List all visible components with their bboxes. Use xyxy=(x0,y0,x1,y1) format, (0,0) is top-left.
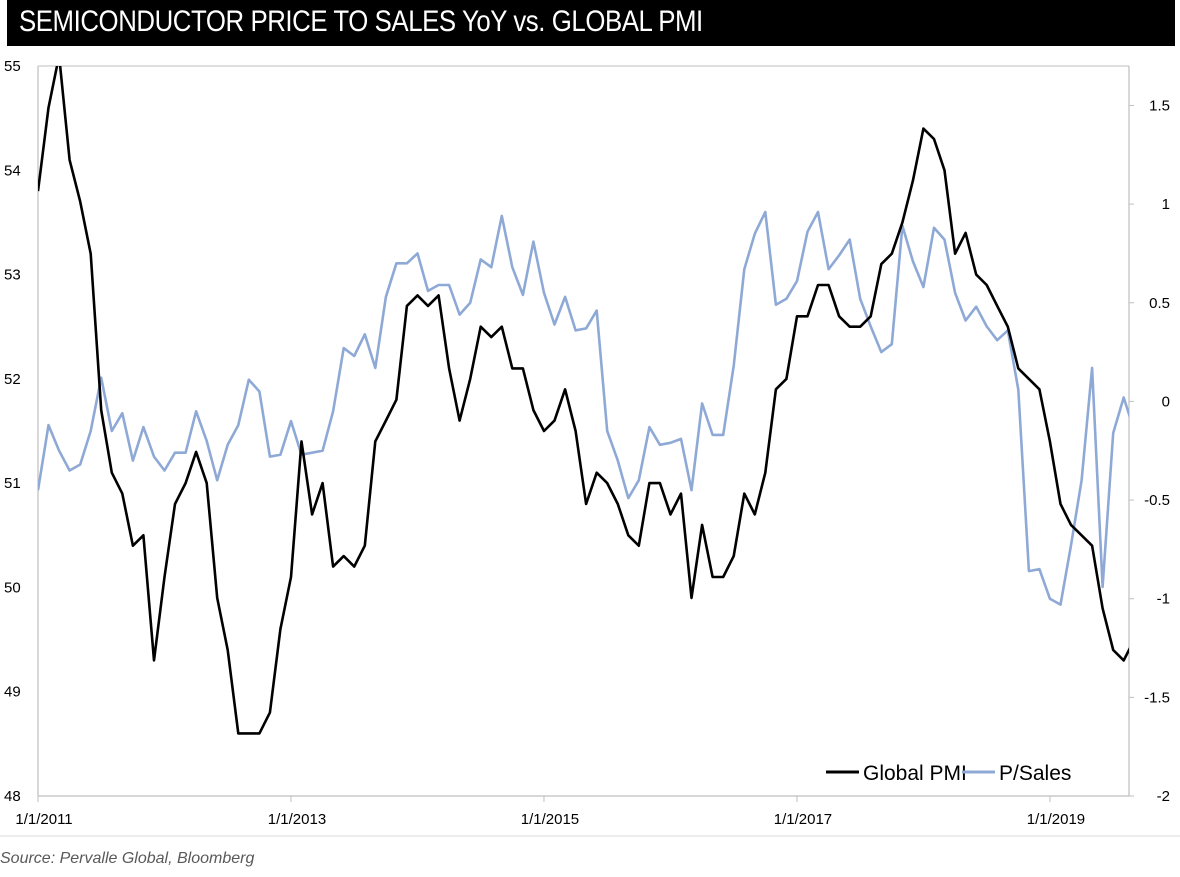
left-tick-label: 52 xyxy=(4,371,21,388)
legend-label-psales: P/Sales xyxy=(999,762,1071,785)
x-tick-label: 1/1/2017 xyxy=(774,811,832,828)
x-tick-label: 1/1/2011 xyxy=(15,811,72,828)
left-tick-label: 48 xyxy=(4,788,21,805)
right-tick-label: 1.5 xyxy=(1149,97,1170,114)
legend-label-pmi: Global PMI xyxy=(863,762,967,785)
right-tick-label: -0.5 xyxy=(1144,492,1170,509)
legend: Global PMI P/Sales xyxy=(826,762,1071,785)
x-tick-label: 1/1/2013 xyxy=(268,811,326,828)
left-tick-label: 50 xyxy=(4,579,21,596)
chart-title: SEMICONDUCTOR PRICE TO SALES YoY vs. GLO… xyxy=(19,5,703,38)
source-note: Source: Pervalle Global, Bloomberg xyxy=(0,850,255,867)
title-bar: SEMICONDUCTOR PRICE TO SALES YoY vs. GLO… xyxy=(7,0,1175,46)
series-lines xyxy=(38,66,1129,735)
right-tick-label: 0 xyxy=(1162,393,1170,410)
right-tick-label: 1 xyxy=(1162,196,1170,213)
tick-labels: 48 49 50 51 52 53 54 55 -2 -1.5 -1 -0.5 0 0.5 1 1.5 1/1/… xyxy=(4,58,1170,828)
left-tick-label: 55 xyxy=(4,58,21,75)
chart: 48 49 50 51 52 53 54 55 -2 -1.5 -1 -0.5 0 0.5 1 1.5 1/1/… xyxy=(0,58,1180,837)
left-tick-label: 49 xyxy=(4,684,21,701)
x-tick-label: 1/1/2019 xyxy=(1027,811,1085,828)
right-tick-label: -1.5 xyxy=(1144,689,1170,706)
right-tick-label: -1 xyxy=(1157,591,1170,608)
x-tick-label: 1/1/2015 xyxy=(521,811,579,828)
right-tick-label: 0.5 xyxy=(1149,295,1170,312)
left-tick-label: 51 xyxy=(4,475,21,492)
right-tick-label: -2 xyxy=(1157,788,1170,805)
psales-line xyxy=(38,210,1129,606)
left-tick-label: 54 xyxy=(4,162,21,179)
left-tick-label: 53 xyxy=(4,267,21,284)
global-pmi-line xyxy=(38,66,1129,735)
axes xyxy=(0,65,1180,837)
